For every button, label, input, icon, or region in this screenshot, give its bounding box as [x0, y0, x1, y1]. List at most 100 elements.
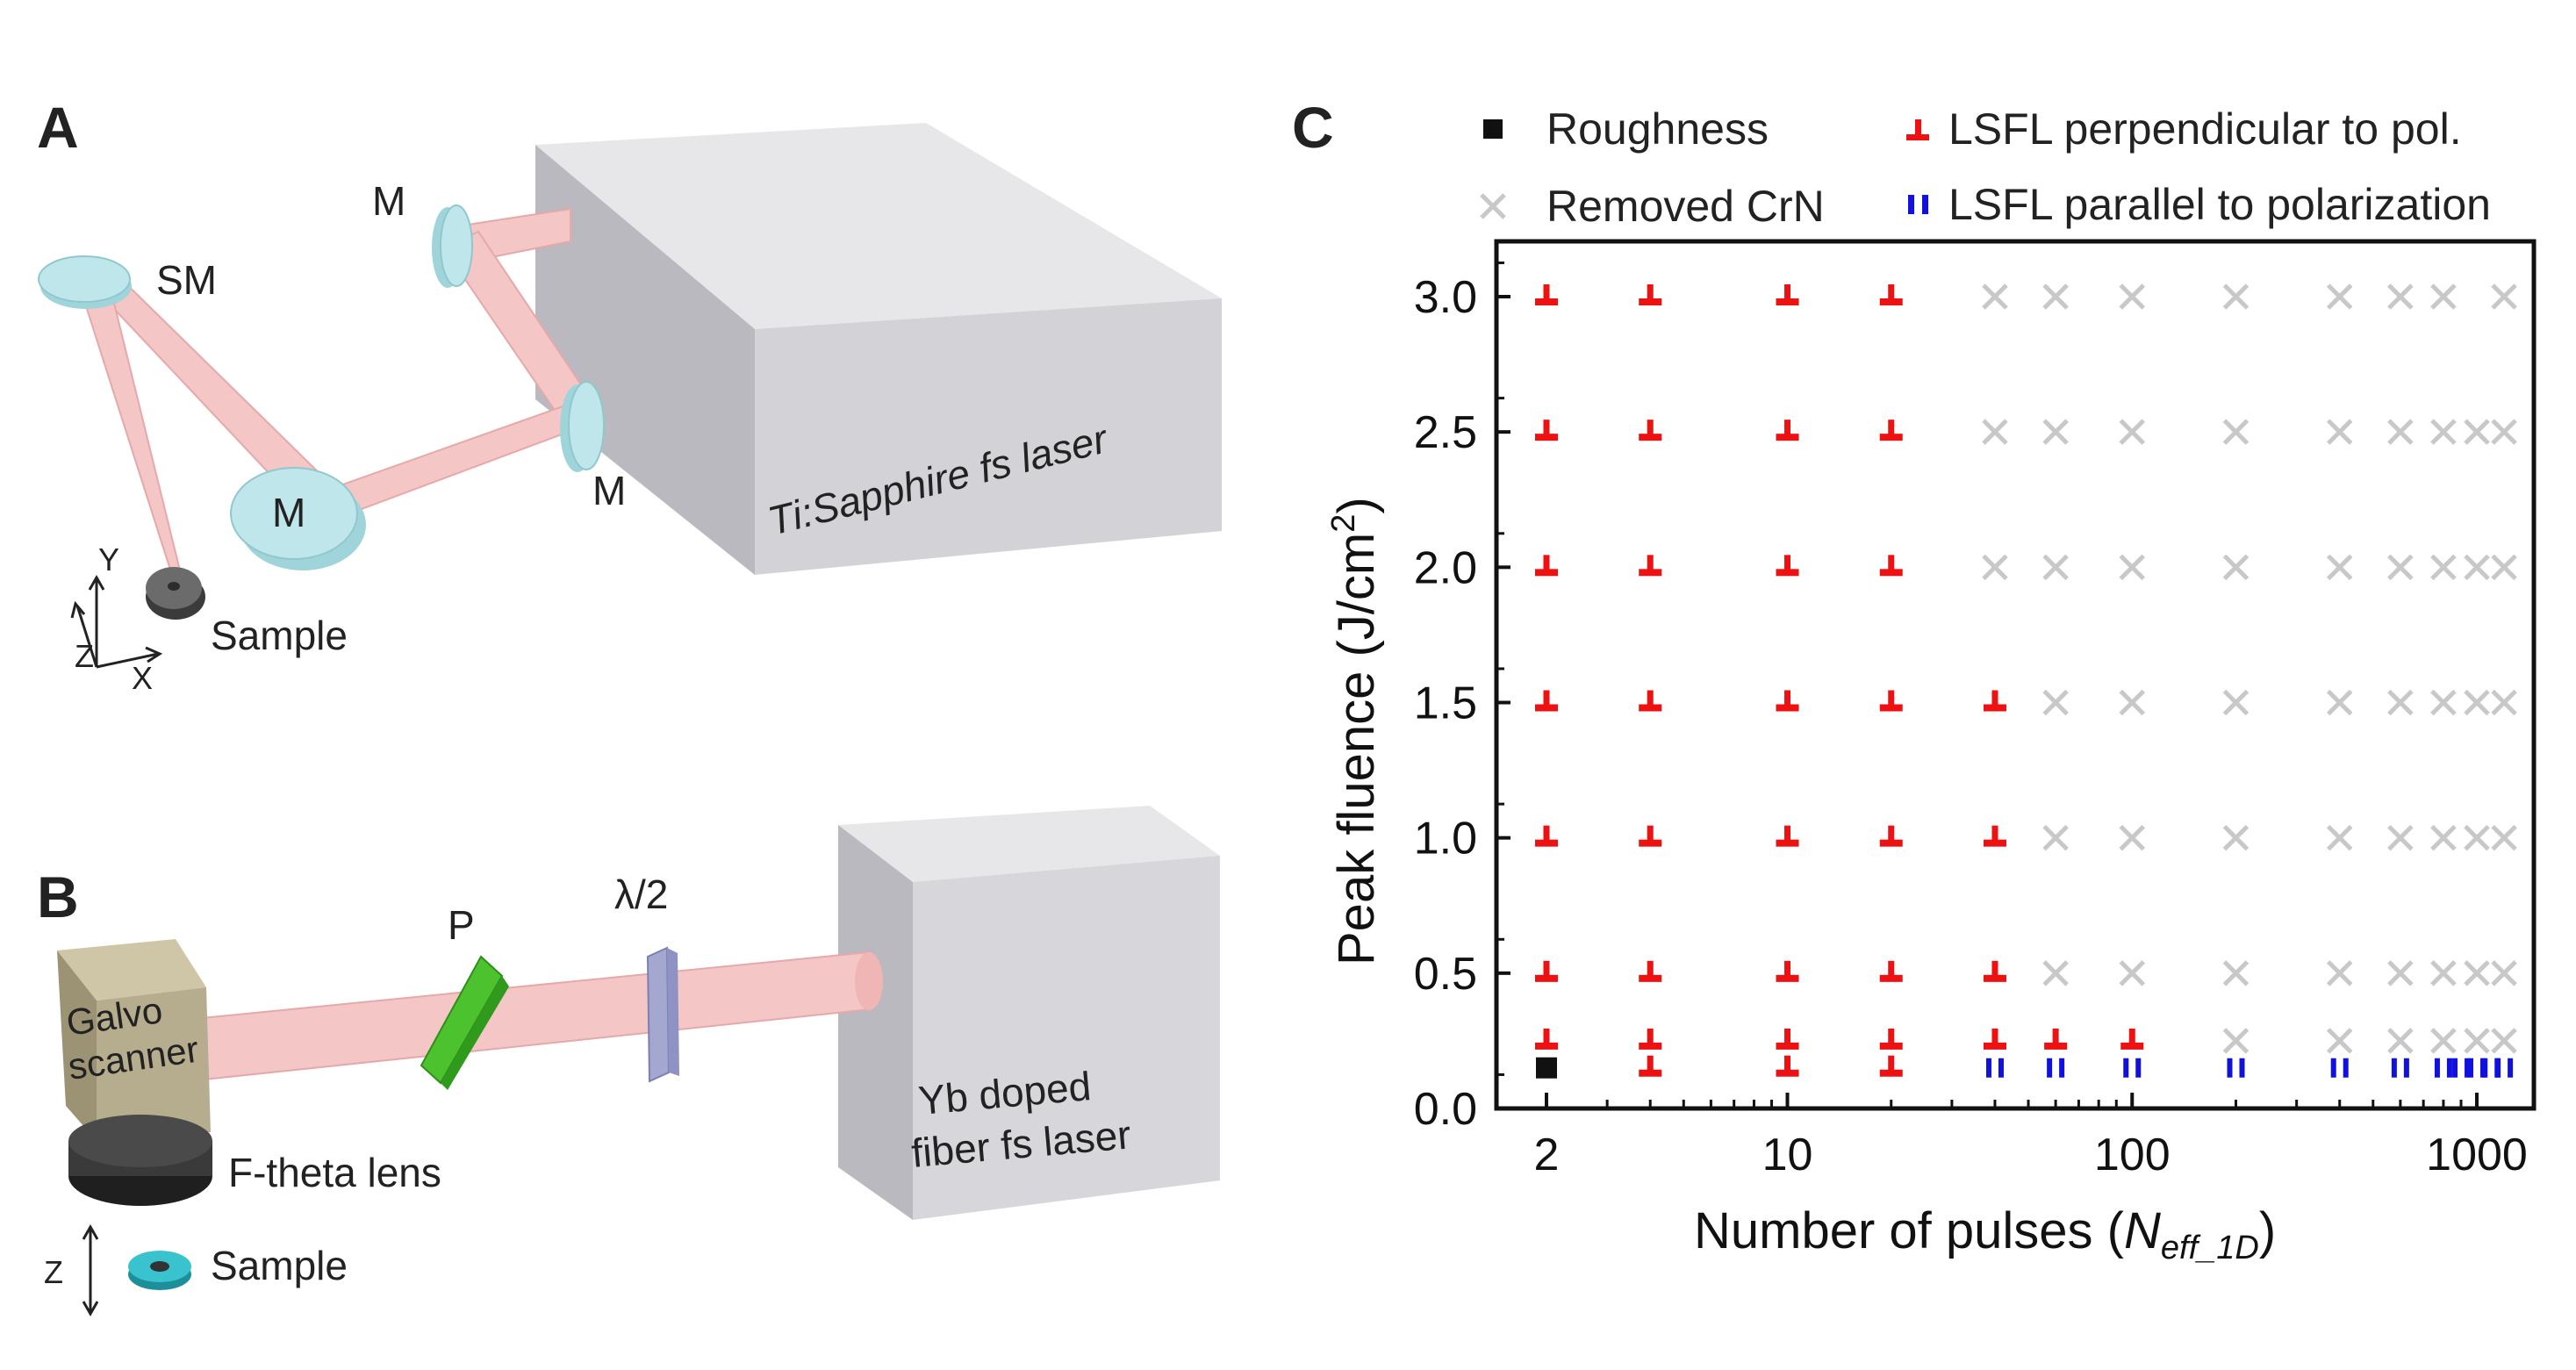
marker-lsfl-perp: [1535, 420, 1558, 441]
polarizer: [420, 955, 509, 1090]
marker-lsfl-perp: [1879, 420, 1903, 441]
marker-lsfl-perp: [1639, 284, 1662, 305]
label-axis-x: X: [132, 660, 153, 696]
panel-b-letter: B: [37, 864, 79, 929]
chart-legend: Roughness LSFL perpendicular to pol. Rem…: [1480, 104, 2491, 231]
marker-lsfl-perp: [2120, 1028, 2144, 1050]
marker-removed: [2464, 1028, 2490, 1054]
marker-removed: [2430, 824, 2457, 851]
marker-removed: [2387, 1028, 2414, 1054]
mirror-m-low: [560, 381, 605, 472]
galvo-scanner: Galvo scanner: [57, 939, 211, 1141]
marker-lsfl-perp: [1776, 1055, 1799, 1077]
y-tick-label: 2.5: [1414, 407, 1477, 458]
marker-removed: [2326, 960, 2353, 986]
label-sample-a: Sample: [211, 613, 348, 658]
ti-sapphire-laser-box: Ti:Sapphire fs laser: [535, 123, 1222, 575]
marker-removed: [2464, 554, 2490, 581]
marker-removed: [2222, 689, 2250, 716]
label-sm: SM: [156, 257, 217, 303]
marker-removed: [2222, 1028, 2250, 1054]
marker-lsfl-perp: [1776, 555, 1799, 577]
marker-removed: [2222, 419, 2250, 445]
marker-removed: [2042, 283, 2069, 310]
marker-removed: [2491, 960, 2517, 986]
legend-marker-roughness: [1483, 119, 1503, 139]
label-polarizer: P: [448, 902, 475, 948]
marker-removed: [2387, 554, 2414, 581]
marker-removed: [2119, 824, 2146, 851]
x-axis-title-var: N: [2124, 1202, 2161, 1259]
marker-removed: [2326, 689, 2353, 716]
axis-ticks: 0.0 0.5 1.0 1.5 2.0 2.5 3.0 2 10 100 1000: [1414, 261, 2528, 1180]
marker-lsfl-perp: [1639, 825, 1662, 847]
marker-removed: [1982, 554, 2008, 581]
marker-removed: [2387, 689, 2414, 716]
marker-lsfl-perp: [1776, 1028, 1799, 1050]
legend-label-lsfl-perp: LSFL perpendicular to pol.: [1948, 104, 2462, 154]
marker-lsfl-perp: [1983, 690, 2006, 712]
marker-lsfl-perp: [1776, 825, 1799, 847]
marker-removed: [2326, 554, 2353, 581]
marker-lsfl-par: [2123, 1058, 2142, 1078]
y-tick-label: 0.5: [1414, 949, 1477, 1000]
y-tick-label: 1.0: [1414, 814, 1477, 864]
marker-removed: [2387, 824, 2414, 851]
marker-removed: [2119, 960, 2146, 986]
label-axis-z-a: Z: [75, 638, 94, 674]
label-axis-y: Y: [98, 542, 119, 577]
mirror-m-mid: [230, 467, 366, 570]
legend-label-removed: Removed CrN: [1546, 182, 1825, 231]
marker-removed: [2491, 283, 2517, 310]
marker-lsfl-perp: [1776, 284, 1799, 305]
legend-marker-lsfl-perp: [1906, 119, 1929, 140]
marker-removed: [2387, 283, 2414, 310]
panel-c-letter: C: [1292, 95, 1334, 160]
marker-lsfl-perp: [1535, 555, 1558, 577]
marker-removed: [2042, 554, 2069, 581]
marker-lsfl-par: [2452, 1058, 2471, 1078]
marker-lsfl-perp: [1639, 690, 1662, 712]
marker-removed: [2430, 554, 2457, 581]
marker-lsfl-perp: [1535, 960, 1558, 982]
y-axis-title-sup: 2: [1325, 514, 1362, 533]
mirror-sm: [38, 255, 132, 309]
x-axis-title: Number of pulses (Neff_1D): [1694, 1202, 2276, 1266]
marker-removed: [2222, 554, 2250, 581]
y-axis-title-main: Peak fluence (J/cm: [1328, 533, 1385, 965]
marker-removed: [2119, 283, 2146, 310]
marker-removed: [2042, 960, 2069, 986]
marker-removed: [2430, 960, 2457, 986]
marker-lsfl-perp: [1776, 690, 1799, 712]
y-tick-label: 1.5: [1414, 678, 1477, 729]
legend-label-roughness: Roughness: [1546, 104, 1769, 154]
marker-removed: [2326, 283, 2353, 310]
marker-removed: [2042, 824, 2069, 851]
f-theta-lens: [68, 1115, 212, 1206]
marker-lsfl-par: [2227, 1058, 2245, 1078]
data-markers: [1535, 283, 2517, 1079]
label-ftheta: F-theta lens: [228, 1150, 441, 1195]
panel-a-letter: A: [37, 95, 79, 160]
marker-removed: [2491, 554, 2517, 581]
marker-removed: [2042, 689, 2069, 716]
marker-removed: [2119, 554, 2146, 581]
marker-lsfl-perp: [1983, 825, 2006, 847]
marker-lsfl-perp: [1879, 1028, 1903, 1050]
marker-removed: [1982, 283, 2008, 310]
legend-marker-removed: [1480, 193, 1506, 219]
marker-lsfl-par: [1985, 1058, 2004, 1078]
panel-a-sample: [146, 567, 205, 620]
marker-roughness: [1536, 1057, 1557, 1079]
marker-lsfl-perp: [1639, 1028, 1662, 1050]
marker-removed: [2326, 419, 2353, 445]
marker-removed: [2464, 824, 2490, 851]
panel-a: A Ti:Sapphire fs laser: [37, 95, 1222, 696]
panel-a-mirrors: [38, 204, 605, 570]
marker-lsfl-perp: [1879, 284, 1903, 305]
marker-removed: [2464, 419, 2490, 445]
panel-b: B Yb doped fiber fs laser: [37, 806, 1220, 1317]
marker-removed: [2042, 419, 2069, 445]
label-axis-z-b: Z: [44, 1254, 63, 1290]
panel-a-coordinate-axes: [70, 574, 163, 669]
